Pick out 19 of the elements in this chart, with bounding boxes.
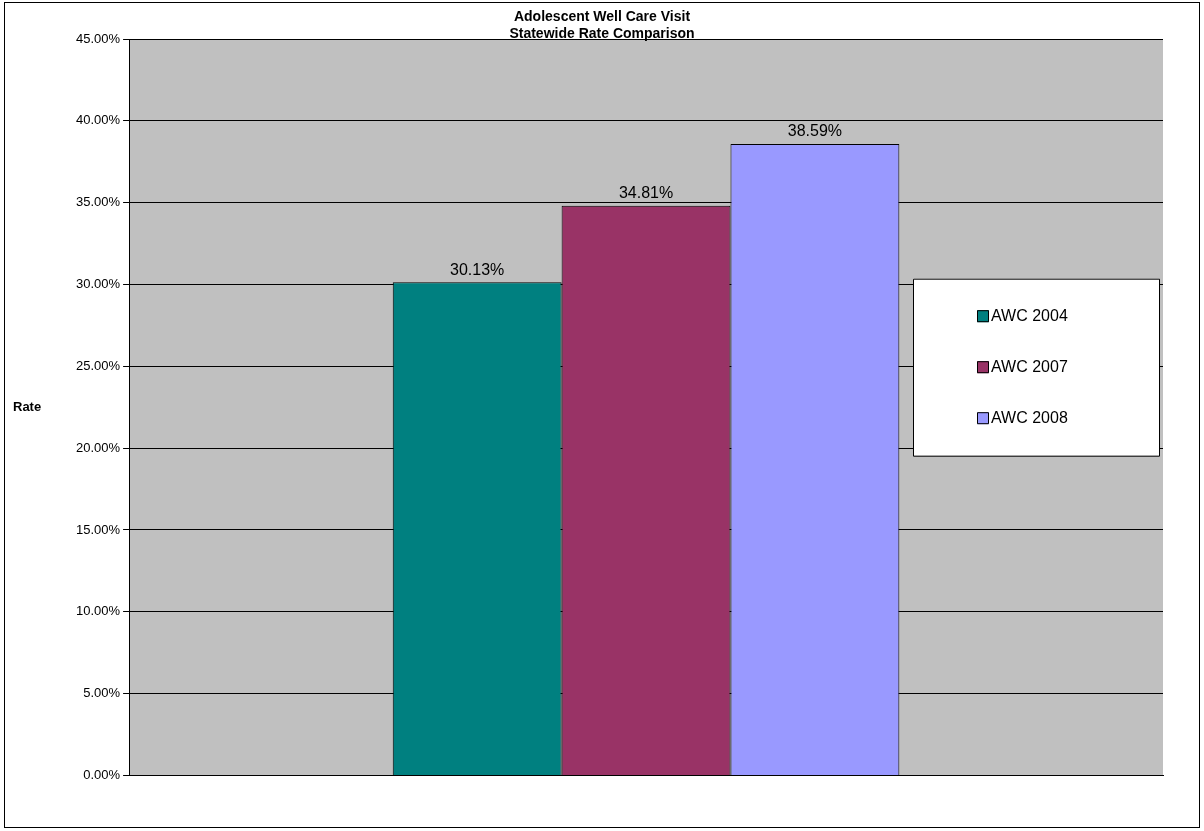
y-tick-label: 0.00% xyxy=(83,766,121,782)
legend-label: AWC 2004 xyxy=(991,306,1068,324)
y-tick-label: 35.00% xyxy=(76,194,121,210)
y-tick-label: 45.00% xyxy=(76,30,121,46)
y-tick-label: 20.00% xyxy=(76,439,121,455)
data-label: 30.13% xyxy=(450,260,505,278)
data-label: 38.59% xyxy=(787,122,843,140)
y-tick-label: 10.00% xyxy=(76,603,121,619)
data-label: 34.81% xyxy=(618,184,674,202)
y-tick-label: 30.00% xyxy=(76,276,121,292)
chart-subtitle: Statewide Rate Comparison xyxy=(509,24,695,41)
y-tick-label: 25.00% xyxy=(76,357,121,373)
chart-title: Adolescent Well Care Visit xyxy=(513,7,691,24)
legend-label: AWC 2008 xyxy=(991,408,1068,426)
y-axis-title: Rate xyxy=(13,398,42,414)
y-tick-label: 5.00% xyxy=(83,685,121,701)
legend-label: AWC 2007 xyxy=(991,357,1068,375)
y-tick-label: 15.00% xyxy=(76,521,121,537)
y-tick-label: 40.00% xyxy=(76,112,121,128)
